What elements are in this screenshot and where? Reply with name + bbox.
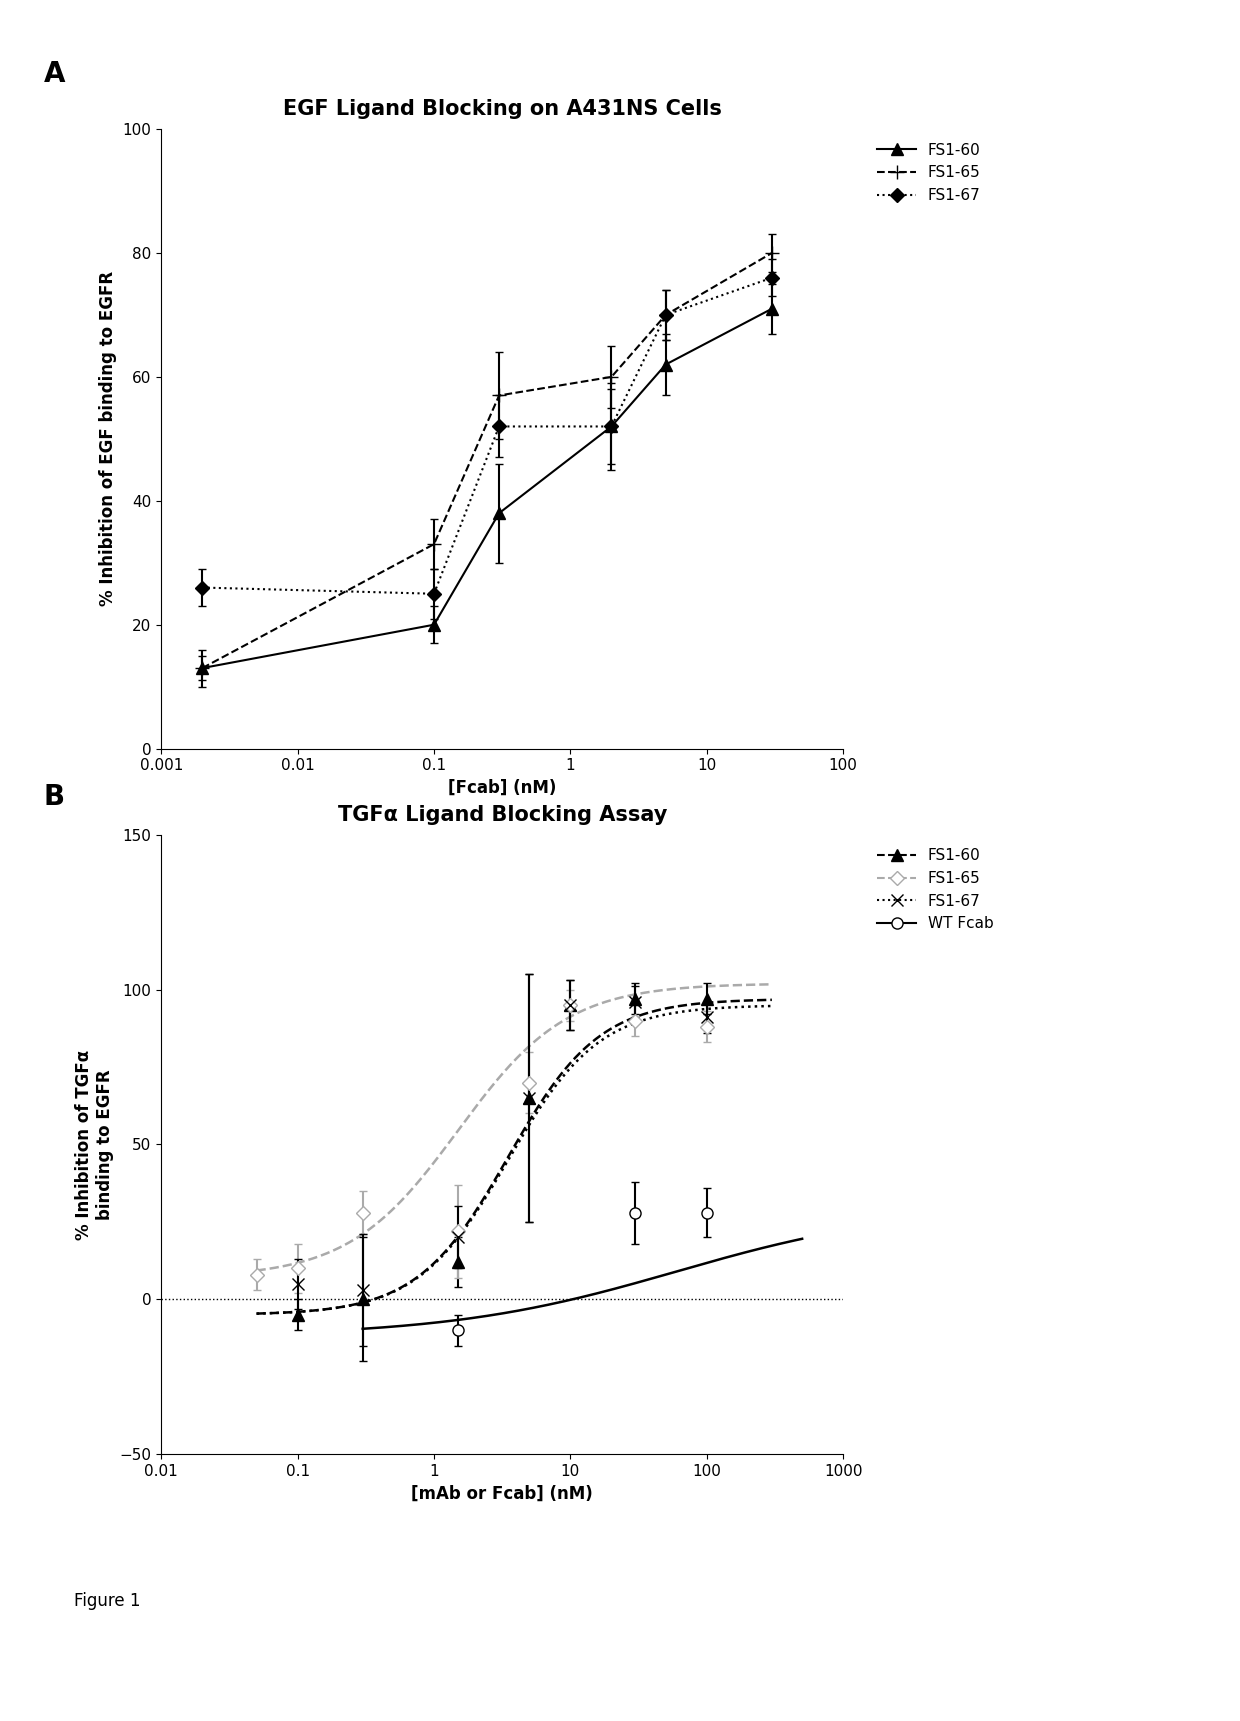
Title: EGF Ligand Blocking on A431NS Cells: EGF Ligand Blocking on A431NS Cells xyxy=(283,100,722,119)
Text: Figure 1: Figure 1 xyxy=(74,1592,141,1609)
Y-axis label: % Inhibition of EGF binding to EGFR: % Inhibition of EGF binding to EGFR xyxy=(99,272,117,606)
Legend: FS1-60, FS1-65, FS1-67, WT Fcab: FS1-60, FS1-65, FS1-67, WT Fcab xyxy=(872,842,999,938)
Text: A: A xyxy=(43,60,64,88)
Text: B: B xyxy=(43,783,64,811)
Legend: FS1-60, FS1-65, FS1-67: FS1-60, FS1-65, FS1-67 xyxy=(872,136,987,210)
Y-axis label: % Inhibition of TGFα
binding to EGFR: % Inhibition of TGFα binding to EGFR xyxy=(76,1050,114,1239)
X-axis label: [mAb or Fcab] (nM): [mAb or Fcab] (nM) xyxy=(412,1485,593,1502)
X-axis label: [Fcab] (nM): [Fcab] (nM) xyxy=(448,780,557,797)
Title: TGFα Ligand Blocking Assay: TGFα Ligand Blocking Assay xyxy=(337,805,667,824)
